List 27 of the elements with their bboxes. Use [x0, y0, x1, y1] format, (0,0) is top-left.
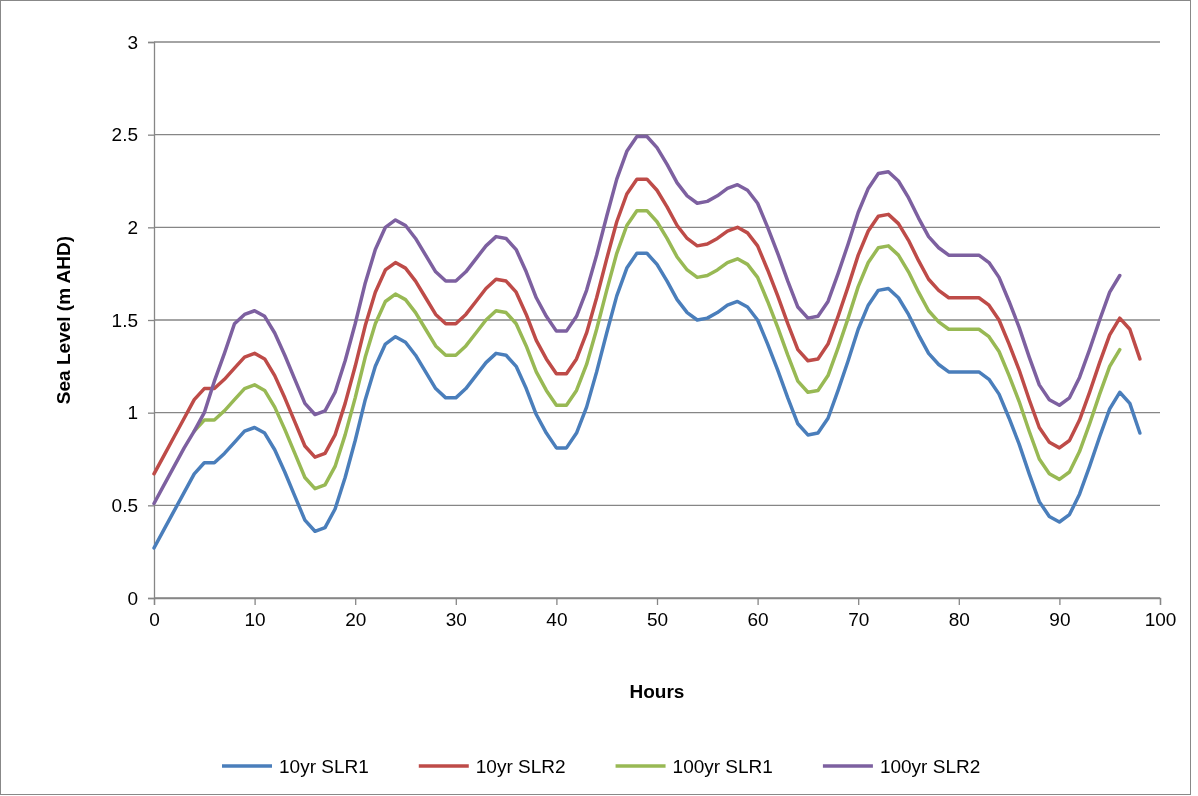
x-tick-label: 20 — [345, 609, 367, 631]
x-tick-label: 70 — [848, 609, 870, 631]
y-tick-label: 3 — [127, 31, 138, 53]
y-tick-label: 0.5 — [111, 494, 138, 516]
legend-label: 100yr SLR1 — [672, 756, 773, 777]
line-series — [152, 177, 1142, 476]
y-tick-label: 0 — [127, 587, 138, 609]
legend-label: 100yr SLR2 — [879, 756, 981, 777]
legend-label: 10yr SLR2 — [475, 756, 566, 777]
x-axis-title: Hours — [629, 681, 685, 702]
x-tick-label: 90 — [1049, 609, 1071, 631]
x-tick-label: 10 — [244, 609, 266, 631]
y-tick-label: 2 — [127, 216, 138, 238]
x-tick-label: 0 — [149, 609, 160, 631]
y-tick-label: 2.5 — [111, 124, 138, 146]
y-axis-title: Sea Level (m AHD) — [53, 235, 74, 405]
x-tick-label: 40 — [546, 609, 568, 631]
legend-label: 10yr SLR1 — [279, 756, 369, 777]
x-tick-label: 100 — [1144, 609, 1177, 631]
y-tick-label: 1 — [127, 402, 138, 424]
x-tick-label: 30 — [445, 609, 467, 631]
x-tick-label: 50 — [646, 609, 669, 631]
y-tick-label: 1.5 — [111, 309, 138, 331]
x-tick-label: 60 — [747, 609, 769, 631]
line-series — [152, 251, 1142, 550]
x-tick-label: 80 — [948, 609, 970, 631]
line-series — [152, 134, 1122, 506]
